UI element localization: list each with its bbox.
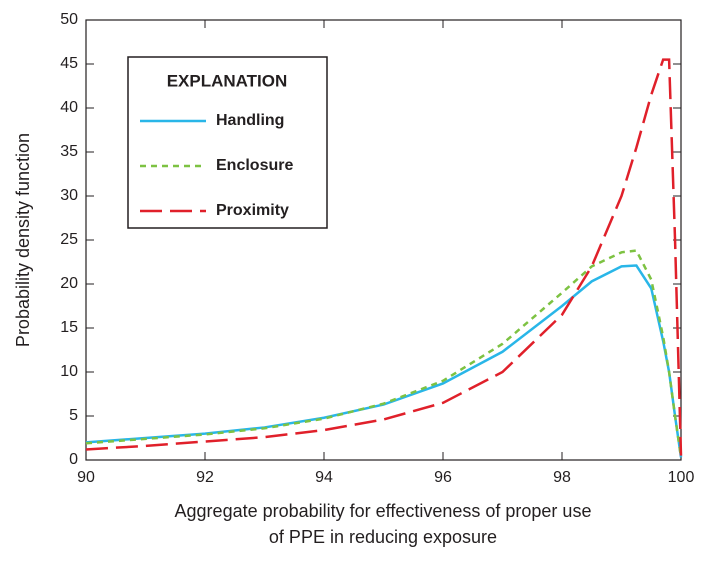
legend-label: Enclosure [216, 157, 293, 174]
y-tick-label: 0 [69, 451, 78, 468]
data-line [85, 249, 683, 458]
data-line [85, 58, 683, 456]
x-tick-label: 96 [434, 469, 452, 486]
y-tick-label: 10 [60, 363, 78, 380]
x-tick-label: 94 [315, 469, 333, 486]
x-axis-label: Aggregate probability for effectiveness … [175, 501, 592, 521]
legend-box [127, 56, 328, 229]
x-tick-label: 92 [196, 469, 214, 486]
data-line [85, 264, 683, 458]
y-tick-label: 15 [60, 319, 78, 336]
y-axis-label: Probability density function [13, 133, 33, 347]
x-axis-label: of PPE in reducing exposure [269, 527, 497, 547]
legend-label: Proximity [216, 202, 289, 219]
y-tick-label: 35 [60, 143, 78, 160]
legend-title: EXPLANATION [167, 71, 288, 90]
x-tick-label: 98 [553, 469, 571, 486]
y-tick-label: 45 [60, 55, 78, 72]
legend-label: Handling [216, 112, 284, 129]
x-tick-label: 90 [77, 469, 95, 486]
y-tick-label: 5 [69, 407, 78, 424]
y-tick-label: 50 [60, 11, 78, 28]
y-tick-label: 25 [60, 231, 78, 248]
y-tick-label: 40 [60, 99, 78, 116]
y-tick-label: 20 [60, 275, 78, 292]
x-tick-label: 100 [668, 469, 695, 486]
y-tick-label: 30 [60, 187, 78, 204]
